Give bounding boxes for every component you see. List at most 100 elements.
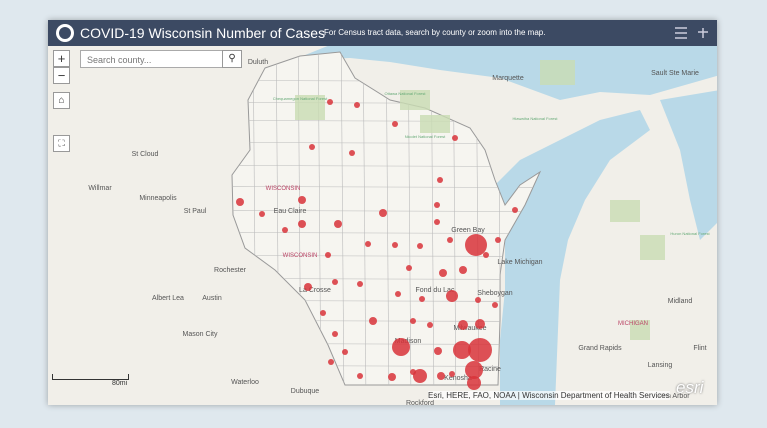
place-label: Minneapolis <box>139 195 177 202</box>
case-circle <box>282 227 288 233</box>
county-line <box>362 52 367 385</box>
county-line <box>232 319 540 323</box>
case-circle <box>512 207 518 213</box>
case-circle <box>395 291 401 297</box>
title: COVID-19 Wisconsin Number of Cases <box>80 25 326 41</box>
place-label: Chequamegon National Forest <box>273 96 328 101</box>
place-label: Albert Lea <box>152 295 184 302</box>
case-circle <box>357 373 363 379</box>
home-button[interactable]: ⌂ <box>53 92 70 109</box>
place-label: Marquette <box>492 75 524 82</box>
case-circle <box>392 121 398 127</box>
place-label: Nicolet National Forest <box>405 134 446 139</box>
place-label: Green Bay <box>451 227 485 234</box>
case-circle <box>349 150 355 156</box>
case-circle <box>309 144 315 150</box>
place-label: WISCONSIN <box>283 253 318 259</box>
county-line <box>232 277 540 281</box>
case-circle <box>388 373 396 381</box>
case-circle <box>298 196 306 204</box>
place-label: Kenosha <box>444 375 472 382</box>
case-circle <box>357 281 363 287</box>
place-label: Ottawa National Forest <box>385 91 427 96</box>
county-line <box>232 299 540 303</box>
case-circle <box>446 290 458 302</box>
case-circle <box>332 279 338 285</box>
case-circle <box>236 198 244 206</box>
case-circle <box>259 211 265 217</box>
zoom-in[interactable]: + <box>53 50 70 67</box>
search-box[interactable]: Search county... <box>80 50 238 68</box>
case-circle <box>325 252 331 258</box>
forest <box>630 320 650 340</box>
place-label: La Crosse <box>299 287 331 294</box>
case-circle <box>447 237 453 243</box>
case-circle <box>465 361 483 379</box>
place-label: Milwaukee <box>453 325 486 332</box>
esri-logo: esri <box>676 378 704 397</box>
case-circle <box>453 341 471 359</box>
place-label: Fond du Lac <box>416 287 455 294</box>
lake-huron <box>660 90 717 240</box>
case-circle <box>427 322 433 328</box>
place-label: Sheboygan <box>477 290 513 297</box>
case-circle <box>434 219 440 225</box>
county-line <box>232 185 540 189</box>
case-circle <box>410 369 416 375</box>
logo-icon <box>56 24 74 42</box>
place-label: Duluth <box>248 59 268 66</box>
search-button[interactable]: ⚲ <box>222 50 242 68</box>
case-circle <box>467 376 481 390</box>
case-circle <box>406 265 412 271</box>
wisconsin <box>231 51 542 386</box>
place-label: Racine <box>479 366 501 373</box>
case-circle <box>342 349 348 355</box>
place-label: Dubuque <box>291 388 320 395</box>
place-label: Rockford <box>406 400 434 405</box>
place-label: Huron National Forest <box>670 231 710 236</box>
place-label: Flint <box>693 345 706 352</box>
county-line <box>232 254 540 258</box>
county-line <box>232 141 540 145</box>
case-circle <box>413 369 427 383</box>
case-circle <box>327 99 333 105</box>
case-circle <box>483 252 489 258</box>
case-circle <box>437 372 445 380</box>
case-circle <box>492 302 498 308</box>
forest <box>610 200 640 222</box>
county-line <box>232 342 540 346</box>
place-label: Ann Arbor <box>658 393 690 400</box>
place-label: Waterloo <box>231 379 259 386</box>
lake-superior <box>268 45 717 100</box>
forest <box>540 60 575 85</box>
county-line <box>232 119 540 123</box>
place-label: Austin <box>202 295 222 302</box>
forest <box>400 90 430 110</box>
place-label: Grand Rapids <box>578 345 622 352</box>
place-label: St Cloud <box>132 151 159 158</box>
zoom-out[interactable]: − <box>53 67 70 84</box>
place-label: Lansing <box>648 362 673 369</box>
place-label: Mason City <box>182 331 218 338</box>
case-circle <box>379 209 387 217</box>
case-circle <box>475 297 481 303</box>
case-circle <box>304 283 312 291</box>
header: COVID-19 Wisconsin Number of Cases For C… <box>48 20 717 46</box>
place-label: MICHIGAN <box>618 321 648 327</box>
fullscreen-button[interactable]: ⛶ <box>53 135 70 152</box>
forest <box>640 235 665 260</box>
case-circle <box>417 243 423 249</box>
place-label: Hiawatha National Forest <box>513 116 559 121</box>
county-line <box>232 364 540 368</box>
lake-michigan <box>490 110 650 405</box>
place-label: Lake Michigan <box>497 259 542 266</box>
case-circle <box>434 347 442 355</box>
toolbar-icons[interactable] <box>673 24 713 44</box>
case-circle <box>475 319 485 329</box>
place-label: St Paul <box>184 208 207 215</box>
case-circle <box>369 317 377 325</box>
case-circle <box>320 310 326 316</box>
place-label: Willmar <box>88 185 112 192</box>
subtitle: For Census tract data, search by county … <box>324 28 546 37</box>
case-circle <box>458 320 468 330</box>
